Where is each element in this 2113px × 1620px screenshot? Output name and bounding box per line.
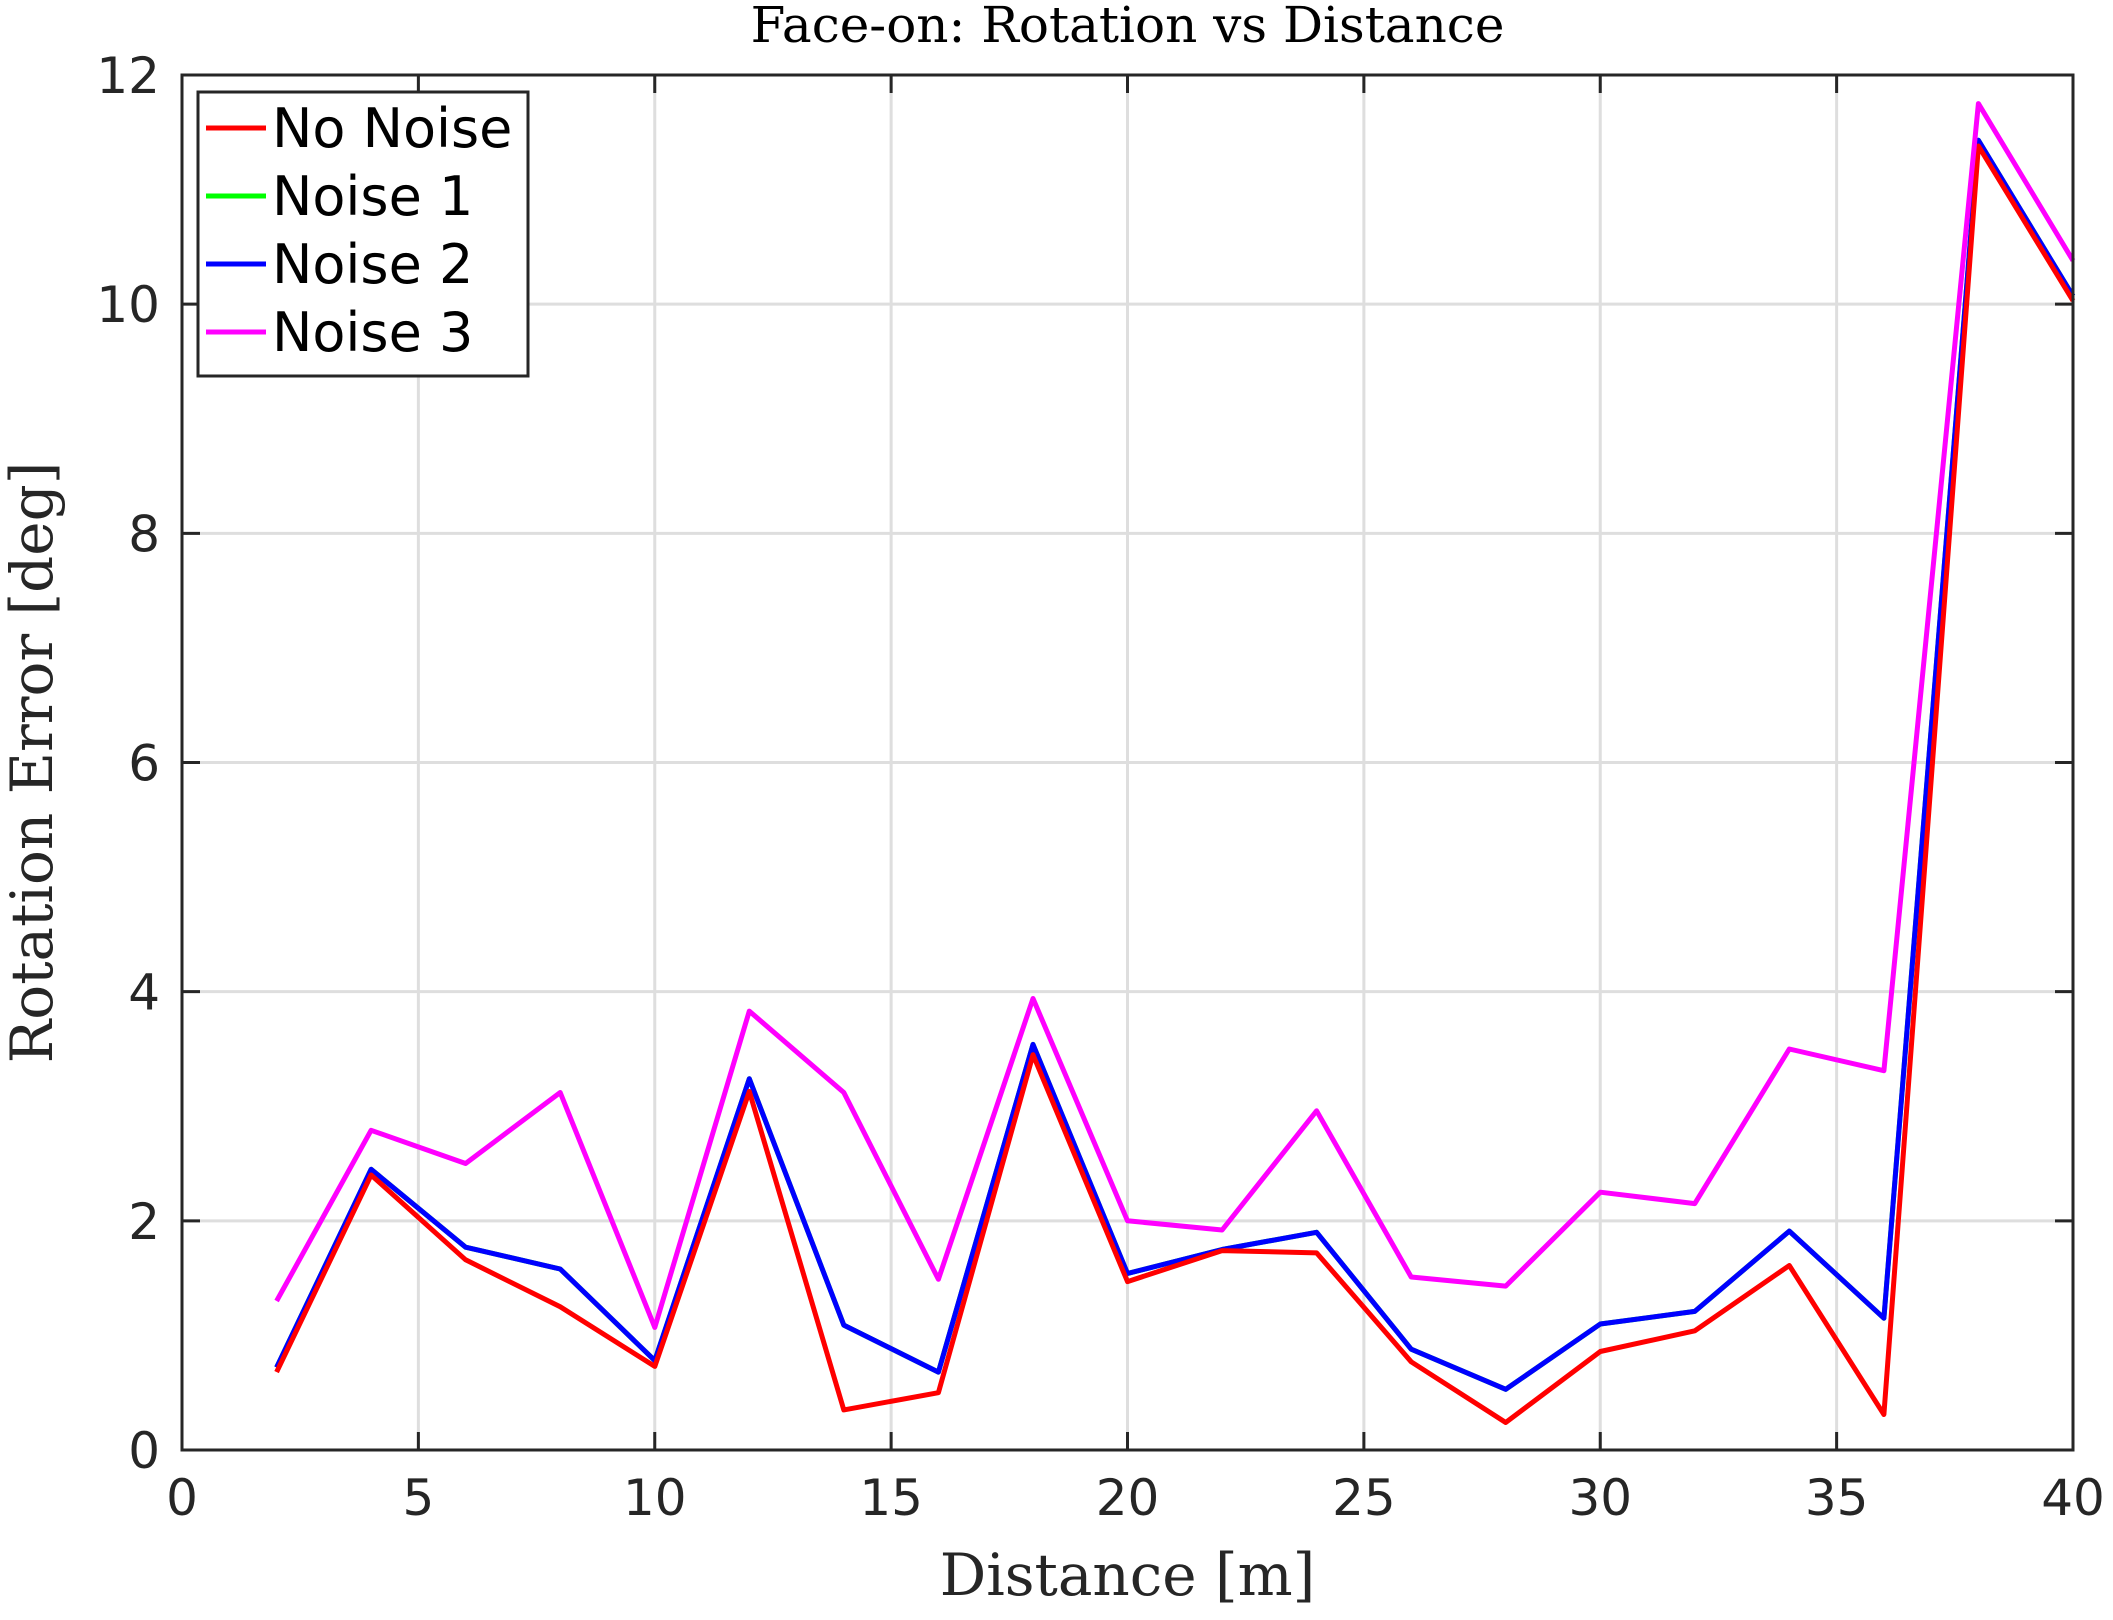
y-tick-label: 2 (128, 1193, 160, 1251)
x-tick-label: 5 (402, 1469, 434, 1527)
x-tick-label: 25 (1332, 1469, 1396, 1527)
series-line-3 (274, 101, 2076, 1330)
y-axis-ticks: 0 2 4 6 8 10 12 (96, 47, 2073, 1480)
x-tick-label: 20 (1096, 1469, 1160, 1527)
y-tick-label: 4 (128, 964, 160, 1022)
y-tick-label: 6 (128, 735, 160, 793)
legend-label: Noise 2 (272, 233, 473, 296)
x-tick-label: 35 (1805, 1469, 1869, 1527)
y-tick-label: 10 (96, 276, 160, 334)
x-tick-label: 40 (2041, 1469, 2105, 1527)
y-tick-label: 8 (128, 505, 160, 563)
x-tick-label: 30 (1568, 1469, 1632, 1527)
y-axis-title: Rotation Error [deg] (0, 462, 66, 1064)
legend-label: Noise 3 (272, 301, 473, 364)
y-tick-label: 12 (96, 47, 160, 105)
series-line-2 (274, 137, 2076, 1392)
x-tick-label: 0 (166, 1469, 198, 1527)
y-tick-label: 0 (128, 1422, 160, 1480)
x-axis-ticks: 0 5 10 15 20 25 30 35 40 (166, 75, 2105, 1527)
legend-label: Noise 1 (272, 165, 473, 228)
x-axis-title: Distance [m] (940, 1541, 1316, 1609)
legend-box (196, 90, 530, 378)
legend-label: No Noise (272, 97, 512, 160)
x-tick-label: 15 (859, 1469, 923, 1527)
series-lines (274, 101, 2076, 1425)
x-tick-label: 10 (623, 1469, 687, 1527)
series-line-0 (274, 143, 2076, 1425)
chart-title: Face-on: Rotation vs Distance (751, 0, 1505, 54)
